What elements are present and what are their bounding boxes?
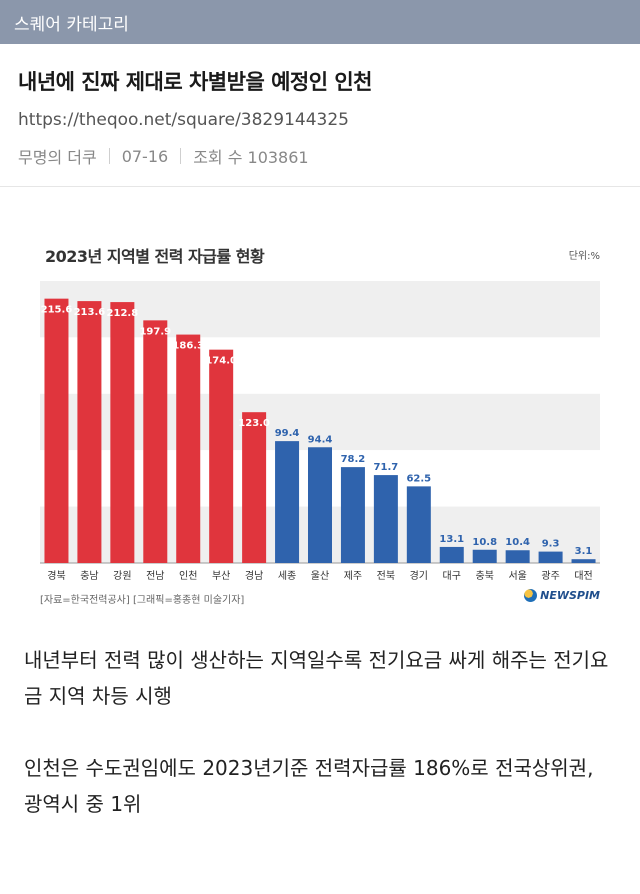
newspim-logo-text: NEWSPIM	[540, 589, 600, 602]
meta-divider	[108, 148, 110, 164]
chart-category-label: 경남	[245, 569, 263, 582]
chart-bar-전북	[373, 475, 398, 563]
body-paragraph-1: 내년부터 전력 많이 생산하는 지역일수록 전기요금 싸게 해주는 전기요금 지…	[24, 648, 609, 708]
chart-bar-경기	[406, 486, 431, 563]
chart-category-label: 대구	[443, 570, 461, 582]
chart-unit: 단위:%	[568, 251, 600, 262]
chart-bar-대전	[571, 559, 596, 563]
chart-category-label: 인천	[179, 570, 197, 582]
chart-value-label: 186.3	[172, 341, 204, 352]
chart-value-label: 99.4	[275, 428, 300, 439]
category-title[interactable]: 스퀘어 카테고리	[14, 14, 129, 35]
chart-category-label: 울산	[311, 570, 329, 582]
chart-bar-인천	[176, 334, 201, 563]
chart-bar-부산	[209, 349, 234, 563]
chart-value-label: 71.7	[374, 462, 399, 473]
chart-value-label: 123.0	[238, 418, 270, 429]
chart-category-label: 세종	[278, 570, 296, 582]
chart-bar-대구	[439, 546, 464, 563]
chart-category-label: 충남	[80, 570, 98, 582]
chart-value-label: 197.9	[139, 326, 171, 337]
header-divider	[0, 186, 640, 187]
chart-category-label: 제주	[344, 570, 362, 582]
post-header: 내년에 진짜 제대로 차별받을 예정인 인천 https://theqoo.ne…	[0, 44, 640, 168]
chart-value-label: 10.8	[472, 537, 497, 548]
post-author: 무명의 더쿠	[18, 148, 97, 167]
chart-category-label: 경북	[47, 569, 65, 582]
newspim-logo: NEWSPIM	[524, 589, 600, 602]
chart-category-label: 전남	[146, 570, 164, 582]
chart-value-label: 94.4	[308, 434, 333, 445]
post-url[interactable]: https://theqoo.net/square/3829144325	[18, 110, 349, 130]
chart-category-label: 서울	[508, 570, 526, 582]
chart-category-label: 부산	[212, 570, 230, 582]
chart-bar-제주	[340, 467, 365, 563]
chart-category-label: 강원	[113, 570, 131, 582]
chart-bar-충남	[77, 301, 102, 563]
chart-bar-서울	[505, 550, 530, 563]
chart-image: 215.6 경북 213.6 충남 212.8 강원 197.9 전남 186.3 인천 174.0…	[0, 223, 640, 618]
chart-category-label: 경기	[410, 569, 428, 582]
meta-divider	[180, 148, 182, 164]
chart-bar-경남	[242, 412, 267, 563]
chart-value-label: 78.2	[341, 454, 366, 465]
chart-category-label: 전북	[377, 570, 395, 582]
post-views: 조회 수 103861	[193, 148, 309, 167]
chart-source: [자료=한국전력공사] [그래픽=홍종현 미술기자]	[40, 595, 245, 606]
chart-value-label: 10.4	[505, 537, 530, 548]
bar-chart: 215.6 경북 213.6 충남 212.8 강원 197.9 전남 186.3 인천 174.0…	[40, 281, 600, 582]
chart-bar-광주	[538, 551, 563, 563]
chart-category-label: 충북	[476, 570, 494, 582]
chart-title: 2023년 지역별 전력 자급률 현황	[45, 247, 265, 266]
body-paragraph-2: 인천은 수도권임에도 2023년기준 전력자급률 186%로 전국상위권, 광역…	[24, 756, 594, 816]
post-body: 내년부터 전력 많이 생산하는 지역일수록 전기요금 싸게 해주는 전기요금 지…	[0, 642, 640, 822]
post-title: 내년에 진짜 제대로 차별받을 예정인 인천	[18, 70, 373, 94]
chart-bar-전남	[143, 320, 168, 563]
newspim-logo-icon	[524, 589, 538, 602]
category-header[interactable]: 스퀘어 카테고리	[0, 0, 640, 44]
chart-category-label: 대전	[574, 570, 592, 582]
chart-value-label: 9.3	[542, 539, 560, 550]
chart-value-label: 212.8	[107, 308, 139, 319]
chart-bar-충북	[472, 549, 497, 563]
post-date: 07-16	[121, 146, 169, 166]
chart-value-label: 215.6	[41, 305, 73, 316]
chart-value-label: 213.6	[74, 307, 106, 318]
chart-category-label: 광주	[541, 570, 559, 582]
post-meta: 무명의 더쿠 07-16 조회 수 103861	[18, 144, 622, 168]
chart-value-label: 3.1	[575, 546, 593, 557]
chart-bar-강원	[110, 302, 135, 563]
chart-value-label: 62.5	[406, 473, 431, 484]
chart-bar-세종	[275, 441, 300, 563]
chart-value-label: 13.1	[439, 534, 464, 545]
chart-bar-경북	[44, 298, 69, 563]
chart-value-label: 174.0	[205, 356, 237, 367]
chart-bar-울산	[308, 447, 332, 563]
